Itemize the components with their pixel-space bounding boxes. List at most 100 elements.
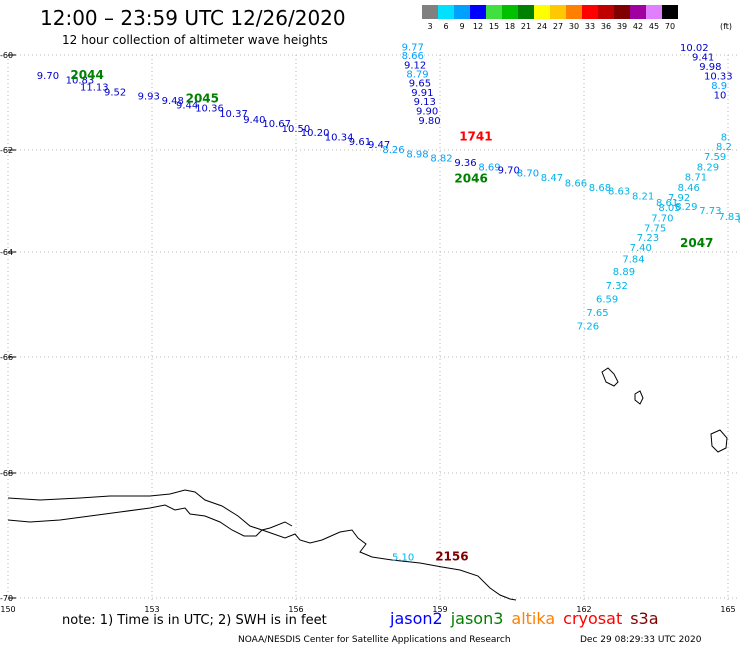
swh-value: 10.50 xyxy=(282,124,311,135)
legend-swatch xyxy=(470,5,486,19)
legend-item: 45 xyxy=(646,5,662,31)
swh-value: 8.26 xyxy=(382,145,404,156)
legend-swatch xyxy=(614,5,630,19)
legend-label: 15 xyxy=(488,22,500,31)
legend-label: 3 xyxy=(427,22,433,31)
swh-value: 8.01 xyxy=(738,215,740,226)
swh-value: 7.75 xyxy=(644,224,666,235)
legend-swatch xyxy=(422,5,438,19)
swh-value: 8. xyxy=(721,133,731,144)
island-1 xyxy=(601,367,619,387)
y-tick-label: -64 xyxy=(0,248,13,257)
swh-value: 9.47 xyxy=(368,140,390,151)
swh-value: 8.98 xyxy=(406,150,428,161)
legend-item: 9 xyxy=(454,5,470,31)
swh-value: 9.44 xyxy=(176,101,198,112)
legend-label: 39 xyxy=(616,22,628,31)
swh-value: 9.12 xyxy=(404,60,426,71)
axis-ticks: 150 153 156 159 162 165 -60 -62 -64 -66 -68 -70 xyxy=(0,51,736,614)
legend-item: 70 xyxy=(662,5,678,31)
swh-value: 10.83 xyxy=(66,76,95,87)
swh-value: 9.61 xyxy=(349,137,371,148)
lat-lon-grid xyxy=(7,54,740,600)
credit-line: NOAA/NESDIS Center for Satellite Applica… xyxy=(238,635,511,645)
legend-item: 24 xyxy=(534,5,550,31)
y-tick-label: -66 xyxy=(0,353,13,362)
swh-value: 10.02 xyxy=(680,43,709,54)
swh-value: 8.89 xyxy=(613,267,635,278)
x-tick-label: 150 xyxy=(0,605,15,614)
pass-label: 2044 xyxy=(70,68,103,82)
map-title: 12:00 – 23:59 UTC 12/26/2020 xyxy=(40,6,346,30)
legend-swatch xyxy=(630,5,646,19)
swh-value: 8.29 xyxy=(697,162,719,173)
swh-value: 7.23 xyxy=(637,233,659,244)
legend-label: 36 xyxy=(600,22,612,31)
swh-value: 9.13 xyxy=(414,97,436,108)
legend-label: 45 xyxy=(648,22,660,31)
swh-value: 8.71 xyxy=(685,173,707,184)
legend-label: 21 xyxy=(520,22,532,31)
legend-swatch xyxy=(502,5,518,19)
legend-label: 9 xyxy=(459,22,465,31)
legend-item: 42 xyxy=(630,5,646,31)
swh-value: 10.20 xyxy=(301,128,330,139)
legend-swatch xyxy=(566,5,582,19)
legend-label: 27 xyxy=(552,22,564,31)
swh-value: 10.33 xyxy=(704,72,733,83)
legend-swatch xyxy=(662,5,678,19)
swh-value: 7.65 xyxy=(586,308,608,319)
swh-value: 10.34 xyxy=(325,133,354,144)
swh-value: 9.98 xyxy=(699,62,721,73)
satellite-key-item: altika xyxy=(511,609,556,628)
swh-value: 8.79 xyxy=(406,69,428,80)
legend-label: 12 xyxy=(472,22,484,31)
legend-swatch xyxy=(582,5,598,19)
swh-value: 10.67 xyxy=(262,119,291,130)
swh-value: 9.70 xyxy=(37,71,59,82)
x-tick-label: 165 xyxy=(720,605,735,614)
pass-label: 2047 xyxy=(680,236,713,250)
swh-value: 5.10 xyxy=(392,553,414,564)
legend-item: 33 xyxy=(582,5,598,31)
swh-value: 6.59 xyxy=(596,294,618,305)
legend-item: 36 xyxy=(598,5,614,31)
satellite-key-item: jason2 xyxy=(390,609,443,628)
swh-value: 8.69 xyxy=(478,162,500,173)
pass-label: 2045 xyxy=(186,92,219,106)
swh-value: 9.80 xyxy=(418,116,440,127)
pass-label: 1741 xyxy=(459,130,492,144)
legend-swatch xyxy=(534,5,550,19)
swh-value: 8.21 xyxy=(632,191,654,202)
map-subtitle: 12 hour collection of altimeter wave hei… xyxy=(62,33,328,47)
pass-label: 2156 xyxy=(435,550,468,564)
legend-label: 6 xyxy=(443,22,449,31)
antarctic-coastline xyxy=(7,489,517,601)
swh-value: 9.70 xyxy=(498,165,520,176)
swh-value: 10.37 xyxy=(219,109,248,120)
legend-unit: (ft) xyxy=(720,22,733,31)
legend-swatch xyxy=(550,5,566,19)
swh-value: 7.83 xyxy=(718,212,740,223)
legend-item: 39 xyxy=(614,5,630,31)
color-legend: 3 6 9 12 15 18 21 24 27 30 33 36 39 42 45 70 xyxy=(422,5,678,31)
satellite-pass-labels: 2044204517412046204721561221 xyxy=(70,68,713,564)
satellite-key-item: s3a xyxy=(630,609,659,628)
y-tick-label: -70 xyxy=(0,594,13,603)
legend-swatch xyxy=(454,5,470,19)
swh-value: 9.52 xyxy=(104,87,126,98)
swh-value: 9.41 xyxy=(692,53,714,64)
legend-swatch xyxy=(486,5,502,19)
swh-value: 7.84 xyxy=(622,255,644,266)
swh-value: 8.47 xyxy=(541,173,563,184)
swh-value: 8.68 xyxy=(589,183,611,194)
swh-value: 8.29 xyxy=(675,202,697,213)
swh-value: 7.70 xyxy=(651,213,673,224)
y-tick-label: -60 xyxy=(0,51,13,60)
swh-value: 7.92 xyxy=(668,193,690,204)
coastline xyxy=(7,367,728,601)
swh-value: 9.36 xyxy=(454,158,476,169)
x-tick-label: 153 xyxy=(144,605,159,614)
